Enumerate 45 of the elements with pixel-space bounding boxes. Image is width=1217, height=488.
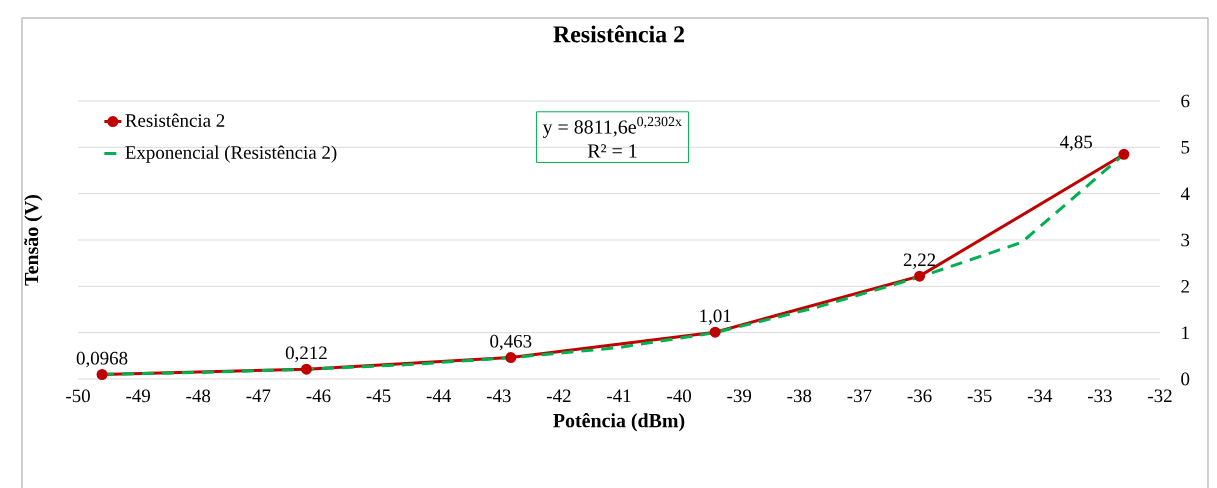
data-label: 0,463	[490, 334, 532, 351]
x-tick-label: -50	[66, 389, 90, 403]
annotation: y = 8811,6e$^{0,2302x}$	[542, 116, 682, 138]
data-label: 4,85	[1059, 135, 1092, 152]
y-tick-label: 4	[1180, 187, 1190, 200]
y-tick-label: 5	[1181, 141, 1190, 154]
x-tick-label: -45	[366, 389, 391, 403]
x-tick-label: -34	[1027, 389, 1053, 403]
x-tick-label: -37	[847, 389, 872, 403]
data-label: 0,0968	[76, 351, 128, 368]
x-tick-label: -33	[1087, 389, 1112, 403]
x-tick-label: -32	[1148, 389, 1172, 403]
x-tick-label: -49	[126, 389, 150, 403]
annotation: R² = 1	[587, 144, 637, 158]
point	[914, 270, 926, 282]
x-tick-label: -35	[967, 389, 992, 403]
x-tick-label: -47	[246, 389, 271, 402]
y-tick-label: 0	[1181, 372, 1190, 386]
data-label: 0,212	[285, 346, 327, 362]
y-tick-label: 2	[1181, 280, 1189, 293]
x-tick-label: -36	[907, 389, 932, 403]
x-tick-label: -44	[426, 389, 451, 402]
y-axis-title: Tensão (V)	[24, 195, 43, 286]
y-tick-label: 1	[1182, 326, 1189, 339]
point	[1118, 148, 1130, 160]
chart-title: Resistência 2	[553, 25, 685, 43]
y-tick-label: 6	[1181, 94, 1190, 108]
data-label: 1,01	[700, 309, 731, 325]
legend-label: Exponencial (Resistência 2)	[125, 145, 337, 163]
x-axis-title: Potência (dBm)	[553, 413, 685, 432]
point	[709, 326, 721, 338]
point	[505, 352, 517, 364]
x-tick-label: -46	[306, 389, 331, 403]
x-tick-label: -48	[186, 389, 211, 403]
x-tick-label: -43	[486, 389, 511, 403]
x-tick-label: -39	[727, 389, 752, 403]
x-tick-label: -40	[667, 389, 692, 403]
x-tick-label: -41	[607, 389, 631, 402]
x-tick-label: -38	[787, 389, 812, 403]
data-label: 2,22	[903, 253, 936, 269]
point	[96, 369, 108, 380]
x-tick-label: -42	[546, 389, 571, 403]
legend-label: Resistência 2	[125, 113, 225, 127]
point	[300, 363, 312, 375]
y-tick-label: 3	[1181, 233, 1190, 247]
